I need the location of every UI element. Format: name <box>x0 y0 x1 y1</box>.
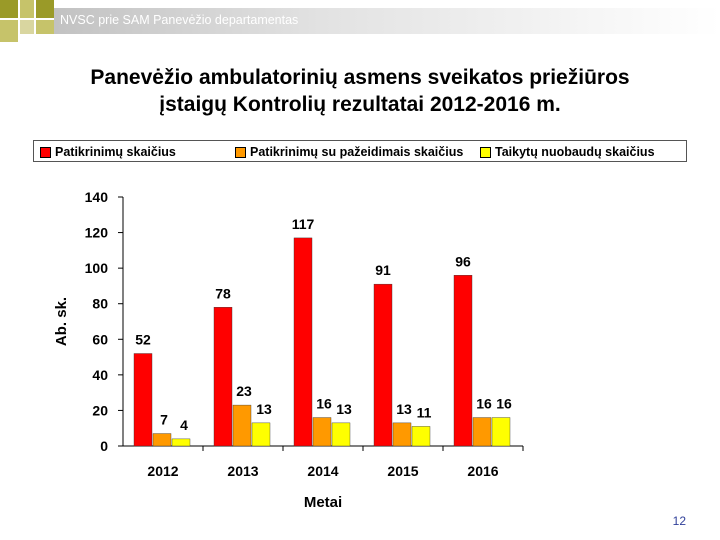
data-label-series-1-2013: 78 <box>215 285 231 301</box>
bar-series-3-2014 <box>331 422 351 447</box>
bar-series-2-2015 <box>392 422 412 447</box>
legend-swatch-series-1 <box>40 146 51 158</box>
legend-item-series-1: Patikrinimų skaičius <box>40 144 176 160</box>
data-label-series-3-2015: 11 <box>417 404 432 420</box>
y-tick-label: 20 <box>92 402 108 418</box>
corner-square-1 <box>0 0 18 18</box>
slide-title-line-2: įstaigų Kontrolių rezultatai 2012-2016 m… <box>159 93 561 116</box>
bar-series-2-2014 <box>312 417 332 447</box>
corner-square-2 <box>20 0 34 18</box>
bar-series-3-2013 <box>251 422 271 447</box>
data-label-series-3-2012: 4 <box>180 417 188 433</box>
x-tick-label: 2013 <box>227 463 258 479</box>
x-tick-label: 2016 <box>467 463 498 479</box>
x-tick-label: 2015 <box>387 463 418 479</box>
bar-series-2-2012 <box>152 433 172 447</box>
bar-series-1-2015 <box>373 283 393 447</box>
bar-series-1-2014 <box>293 237 313 447</box>
legend-swatch-series-2 <box>235 146 246 158</box>
legend-label-series-2: Patikrinimų su pažeidimais skaičius <box>250 145 464 159</box>
data-label-series-3-2014: 13 <box>336 401 352 417</box>
bar-series-3-2015 <box>411 426 431 447</box>
y-tick-label: 120 <box>85 225 109 241</box>
legend-swatch-series-3 <box>480 146 491 158</box>
bar-series-1-2012 <box>133 353 153 447</box>
data-label-series-2-2013: 23 <box>236 383 252 399</box>
bar-series-2-2013 <box>232 404 252 447</box>
bar-series-3-2012 <box>171 438 191 447</box>
chart-legend: Patikrinimų skaičius Patikrinimų su paže… <box>33 140 687 162</box>
bar-series-3-2016 <box>491 417 511 447</box>
x-axis-label: Metai <box>304 494 342 511</box>
slide-title: Panevėžio ambulatorinių asmens sveikatos… <box>0 64 720 118</box>
legend-item-series-2: Patikrinimų su pažeidimais skaičius <box>235 144 463 160</box>
data-label-series-1-2016: 96 <box>455 253 471 269</box>
corner-square-3 <box>36 0 54 18</box>
y-tick-label: 80 <box>92 296 108 312</box>
y-tick-label: 40 <box>92 367 108 383</box>
x-tick-label: 2012 <box>147 463 178 479</box>
y-tick-label: 0 <box>100 438 108 454</box>
page-number: 12 <box>672 514 686 528</box>
data-label-series-1-2012: 52 <box>135 332 151 348</box>
legend-label-series-3: Taikytų nuobaudų skaičius <box>495 145 655 159</box>
data-label-series-3-2013: 13 <box>256 401 272 417</box>
bar-series-1-2013 <box>213 307 233 447</box>
data-label-series-2-2014: 16 <box>316 396 332 412</box>
slide-title-line-1: Panevėžio ambulatorinių asmens sveikatos… <box>90 66 630 89</box>
corner-square-6 <box>0 20 18 42</box>
legend-label-series-1: Patikrinimų skaičius <box>55 145 176 159</box>
data-label-series-1-2015: 91 <box>375 262 391 278</box>
y-axis-label: Ab. sk. <box>53 297 70 346</box>
corner-square-5 <box>20 20 34 34</box>
corner-square-4 <box>36 20 54 34</box>
x-tick-label: 2014 <box>307 463 338 479</box>
y-tick-label: 60 <box>92 331 108 347</box>
legend-item-series-3: Taikytų nuobaudų skaičius <box>480 144 655 160</box>
header-org-text: NVSC prie SAM Panevėžio departamentas <box>60 13 299 27</box>
header-bar <box>54 8 720 34</box>
data-label-series-1-2014: 117 <box>292 216 315 232</box>
data-label-series-2-2016: 16 <box>476 396 492 412</box>
data-label-series-3-2016: 16 <box>496 396 512 412</box>
bar-series-2-2016 <box>472 417 492 447</box>
data-label-series-2-2012: 7 <box>160 412 168 428</box>
data-label-series-2-2015: 13 <box>396 401 412 417</box>
bar-series-1-2016 <box>453 275 473 447</box>
y-tick-label: 140 <box>85 189 109 205</box>
y-tick-label: 100 <box>85 260 109 276</box>
